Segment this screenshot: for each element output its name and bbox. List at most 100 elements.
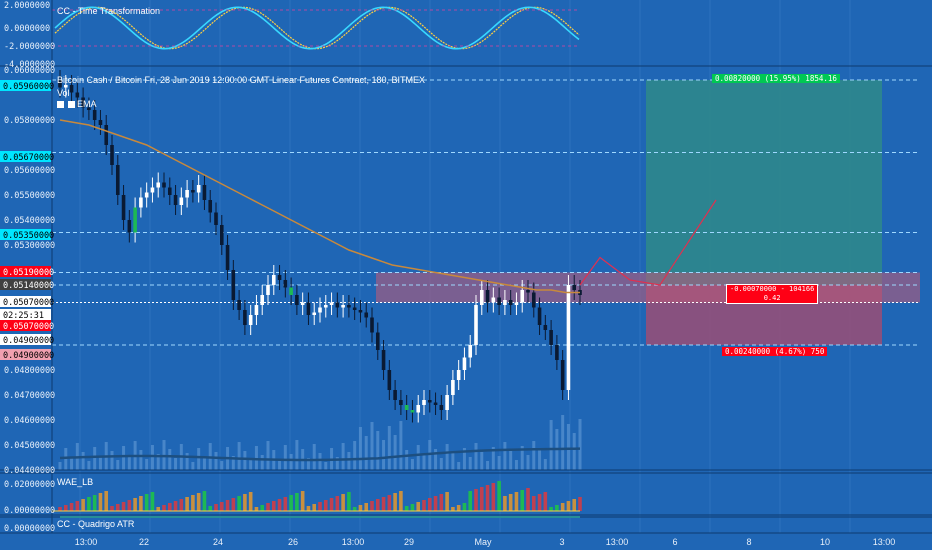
price-label-box [0, 80, 51, 91]
volume-ma-line [59, 447, 581, 462]
wae-bar [520, 490, 525, 511]
wae-bar [566, 501, 571, 511]
wae-histogram [52, 481, 582, 512]
wae-bar [572, 499, 577, 511]
wae-bar [98, 493, 103, 511]
candle-body [237, 300, 241, 310]
price-label-text: 0.04900000 [3, 336, 54, 346]
wae-bar [560, 503, 565, 511]
ema-legend: EMA [57, 99, 97, 109]
candle-body [289, 287, 293, 295]
wae-bar [271, 501, 276, 511]
candle-body [185, 190, 189, 198]
volume-bar [58, 462, 62, 470]
volume-bar [283, 445, 287, 470]
position-zones [376, 80, 920, 345]
price-label-box [0, 279, 51, 290]
x-tick-label: 3 [559, 537, 564, 547]
volume-bar [561, 415, 565, 470]
wae-bar [306, 506, 311, 511]
wae-bar [485, 485, 490, 511]
price-label-text: 02:25:31 [3, 311, 44, 321]
volume-bar [532, 441, 536, 470]
volume-bar [410, 459, 414, 470]
ema-swatch-icon [67, 101, 75, 109]
candle-body [381, 350, 386, 370]
target-zone [646, 80, 882, 285]
position-mid-line2: 0.42 [763, 294, 781, 302]
candle-body [248, 315, 253, 325]
volume-bar [347, 452, 351, 470]
candle-body [231, 270, 236, 300]
price-label-text: 0.05960000 [3, 82, 54, 92]
candle-body [358, 310, 363, 313]
wae-bar [555, 505, 559, 511]
candle-body [144, 192, 149, 198]
y-tick-label: 0.05500000 [4, 191, 55, 201]
volume-bar [572, 433, 576, 470]
volume-bar [335, 457, 339, 470]
wae-bar [173, 501, 178, 511]
candle-body [451, 380, 455, 395]
candle-body [439, 405, 444, 410]
candle-body [462, 357, 467, 370]
wae-bar [456, 505, 461, 511]
volume-bar [399, 421, 403, 470]
wae-bar [445, 492, 449, 511]
wae-bar [474, 489, 478, 511]
wae-bar [231, 498, 236, 511]
y-tick-label: 0.05400000 [4, 216, 55, 226]
price-label-box [0, 334, 51, 345]
candle-body [277, 275, 282, 280]
candle-body [543, 325, 548, 330]
candle-body [156, 182, 161, 188]
candle-body [474, 305, 478, 345]
volume-bar [370, 422, 374, 470]
volume-bar [543, 459, 547, 470]
candle-body [127, 220, 132, 233]
candle-body [364, 312, 369, 318]
y-tick-label: 0.04600000 [4, 416, 55, 426]
tt-main-line [54, 6, 580, 50]
candle-body [283, 280, 288, 288]
y-tick-label: 0.05600000 [4, 166, 55, 176]
candle-body [173, 195, 178, 205]
wae-bar [537, 494, 542, 511]
wae-bar [422, 500, 426, 511]
wae-bar [75, 501, 80, 511]
volume-bar [174, 458, 178, 470]
candle-body [387, 370, 392, 390]
volume-bar [278, 459, 282, 470]
volume-bar [266, 441, 270, 470]
candle-body [566, 285, 571, 390]
x-tick-label: 24 [213, 537, 223, 547]
wae-bar [578, 497, 582, 511]
price-label-box [0, 266, 51, 277]
volume-bar [312, 444, 316, 470]
volume-bar [509, 451, 513, 470]
wae-bar [531, 496, 536, 511]
candle-body [416, 405, 421, 413]
wae-bar [191, 495, 195, 511]
candle-body [572, 285, 577, 290]
x-tick-label: 22 [139, 537, 149, 547]
candle-body [295, 295, 299, 305]
wae-pane-title: WAE_LB [57, 477, 94, 487]
candle-body [514, 302, 519, 305]
volume-bar [514, 460, 518, 470]
volume-bar [324, 462, 328, 470]
price-label-text: 0.05140000 [3, 281, 54, 291]
wae-bar [283, 497, 288, 511]
wae-bar [243, 494, 247, 511]
volume-bar [468, 457, 472, 470]
wae-bar [404, 506, 409, 511]
wae-bar [58, 507, 62, 511]
wae-bar [185, 497, 189, 511]
volume-bar [451, 453, 455, 470]
x-tick-label: 8 [746, 537, 751, 547]
wae-bar [162, 505, 166, 511]
price-label-text: 0.05670000 [3, 153, 54, 163]
price-label-text: 0.05070000 [3, 322, 54, 332]
atr-pane-title: CC - Quadrigo ATR [57, 519, 135, 529]
